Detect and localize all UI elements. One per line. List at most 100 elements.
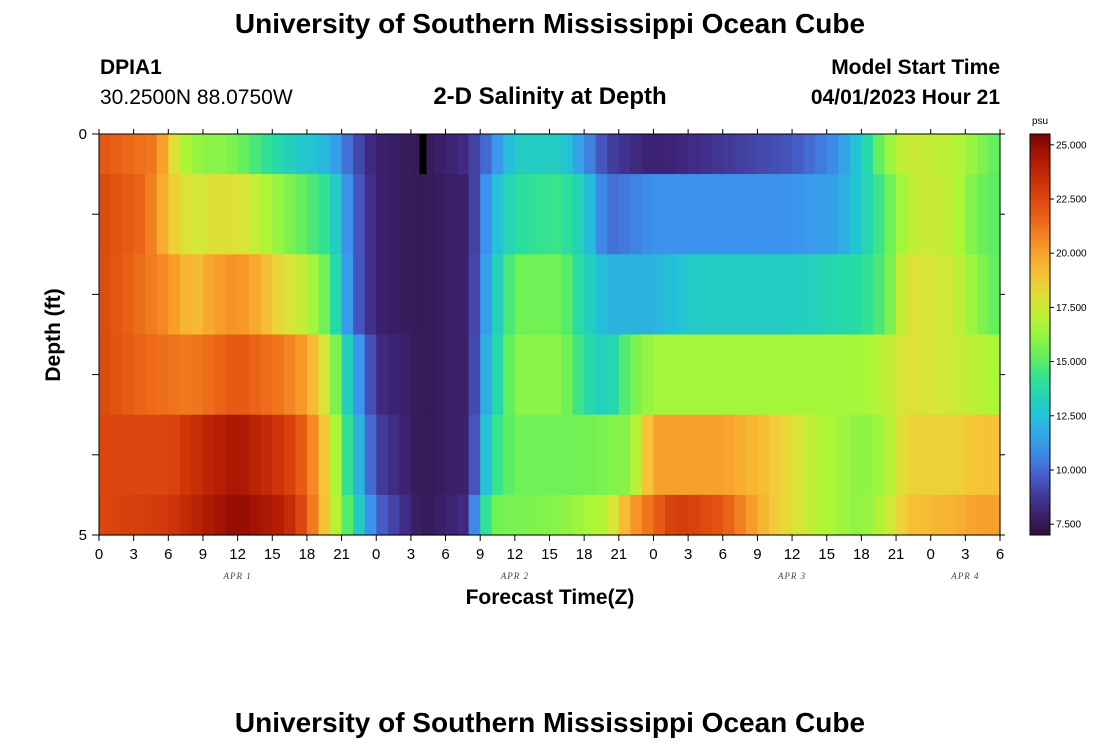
- heatmap-cell: [526, 174, 539, 255]
- heatmap-cell: [191, 494, 204, 536]
- x-tick-label: 12: [229, 546, 246, 563]
- heatmap-cell: [353, 494, 366, 536]
- heatmap-cell: [584, 414, 597, 496]
- heatmap-cell: [330, 414, 343, 496]
- heatmap-cell: [249, 334, 262, 416]
- heatmap-cell: [665, 334, 678, 416]
- heatmap-cell: [122, 414, 135, 496]
- heatmap-cell: [838, 494, 851, 536]
- heatmap-cell: [826, 254, 839, 336]
- heatmap-cell: [618, 254, 631, 336]
- heatmap-cell: [896, 174, 909, 255]
- heatmap-cell: [745, 414, 759, 496]
- heatmap-cell: [318, 334, 331, 416]
- heatmap-cell: [260, 494, 273, 536]
- heatmap-cell: [780, 174, 793, 255]
- heatmap-cell: [792, 414, 805, 496]
- heatmap-cell: [641, 134, 655, 175]
- x-tick-label: 18: [576, 546, 593, 563]
- heatmap-cell: [711, 134, 724, 175]
- heatmap-cell: [353, 414, 366, 496]
- heatmap-cell: [99, 414, 112, 496]
- heatmap-cell: [849, 334, 862, 416]
- colorbar-tick-label: 22.500: [1056, 195, 1087, 206]
- heatmap-cell: [433, 334, 447, 416]
- heatmap-cell: [341, 134, 354, 175]
- heatmap-cell: [815, 174, 828, 255]
- heatmap-cell: [976, 254, 990, 336]
- heatmap-cell: [260, 134, 273, 175]
- heatmap-cell: [272, 494, 285, 536]
- heatmap-cell: [110, 134, 123, 175]
- heatmap-cell: [526, 254, 539, 336]
- heatmap-cell: [618, 414, 631, 496]
- heatmap-cell: [376, 494, 389, 536]
- heatmap-cell: [457, 494, 470, 536]
- heatmap-cell: [168, 494, 181, 536]
- heatmap-cell: [734, 414, 747, 496]
- heatmap-cell: [468, 494, 481, 536]
- heatmap-cell: [503, 494, 516, 536]
- heatmap-cell: [641, 174, 655, 255]
- heatmap-cell: [745, 174, 759, 255]
- heatmap-cell: [861, 414, 874, 496]
- heatmap-cell: [826, 494, 839, 536]
- heatmap-cell: [145, 334, 158, 416]
- heatmap-cell: [526, 494, 539, 536]
- heatmap-cell: [722, 174, 735, 255]
- heatmap-cell: [653, 134, 666, 175]
- x-tick-label: 6: [441, 546, 449, 563]
- heatmap-cell: [699, 134, 712, 175]
- heatmap-cell: [792, 134, 805, 175]
- heatmap-cell: [653, 334, 666, 416]
- heatmap-cell: [826, 134, 839, 175]
- heatmap-cell: [745, 134, 759, 175]
- heatmap-cell: [711, 174, 724, 255]
- colorbar-tick-label: 20.000: [1056, 249, 1087, 260]
- heatmap-cell: [179, 174, 193, 255]
- x-tick-label: 18: [853, 546, 870, 563]
- colorbar-tick-label: 25.000: [1056, 140, 1087, 151]
- heatmap-cell: [561, 494, 574, 536]
- heatmap-cell: [526, 414, 539, 496]
- heatmap-cell: [699, 494, 712, 536]
- heatmap-cell: [930, 414, 943, 496]
- heatmap-cell: [537, 494, 551, 536]
- heatmap-cell: [595, 134, 608, 175]
- heatmap-cell: [572, 414, 585, 496]
- heatmap-cell: [433, 134, 447, 175]
- heatmap-cell: [572, 174, 585, 255]
- heatmap-cell: [480, 134, 493, 175]
- heatmap-cell: [676, 174, 689, 255]
- x-tick-label: 12: [507, 546, 524, 563]
- heatmap-cell: [433, 494, 447, 536]
- heatmap-cell: [872, 494, 886, 536]
- heatmap-cell: [387, 254, 400, 336]
- heatmap-cell: [907, 254, 920, 336]
- heatmap-cell: [699, 254, 712, 336]
- heatmap-cell: [457, 174, 470, 255]
- heatmap-cell: [665, 174, 678, 255]
- heatmap-cell: [122, 134, 135, 175]
- heatmap-cell: [399, 494, 412, 536]
- heatmap-cell: [884, 174, 897, 255]
- heatmap-cell: [410, 414, 424, 496]
- heatmap-cell: [826, 414, 839, 496]
- heatmap-cell: [468, 174, 481, 255]
- heatmap-cell: [803, 414, 816, 496]
- x-tick-label: 15: [541, 546, 558, 563]
- heatmap-cell: [572, 254, 585, 336]
- heatmap-cell: [768, 414, 782, 496]
- heatmap-cell: [330, 134, 343, 175]
- heatmap-cell: [133, 494, 146, 536]
- heatmap-cell: [283, 254, 296, 336]
- heatmap-cell: [376, 254, 389, 336]
- heatmap-cell: [988, 494, 1001, 536]
- heatmap-cell: [919, 254, 932, 336]
- heatmap-cell: [607, 414, 620, 496]
- heatmap-cell: [468, 414, 481, 496]
- heatmap-cell: [376, 414, 389, 496]
- heatmap-cell: [595, 254, 608, 336]
- heatmap-cell: [838, 254, 851, 336]
- heatmap-cell: [976, 414, 990, 496]
